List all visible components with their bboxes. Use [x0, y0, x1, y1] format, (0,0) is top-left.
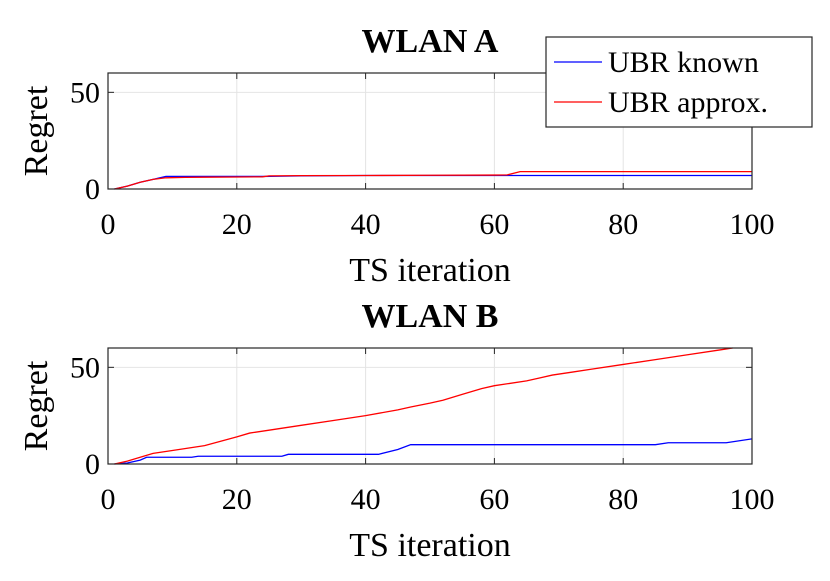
- axes-frame: [107, 347, 753, 465]
- x-tick-label: 20: [222, 483, 252, 516]
- chart-title: WLAN A: [362, 23, 499, 60]
- x-tick-label: 40: [351, 483, 381, 516]
- x-axis-label: TS iteration: [349, 527, 510, 564]
- plot-area-wlan-b: [108, 348, 752, 464]
- chart-wlan-a: 0 20 40 60 80 100 0 50 WLAN A TS iteration Regret U…: [18, 23, 813, 289]
- x-tick-label: 60: [479, 483, 509, 516]
- y-tick-label: 0: [85, 448, 100, 481]
- series-line-ubr-known: [114, 438, 752, 465]
- series-line-ubr-approx: [114, 170, 752, 190]
- x-tick-label: 0: [101, 483, 116, 516]
- x-tick-label: 60: [479, 208, 509, 241]
- chart-title: WLAN B: [362, 298, 499, 335]
- x-tick-label: 40: [351, 208, 381, 241]
- y-tick-label: 50: [70, 76, 100, 109]
- x-tick-label: 0: [101, 208, 116, 241]
- x-tick-label: 80: [608, 483, 638, 516]
- chart-wlan-b: 0 20 40 60 80 100 0 50 WLAN B TS iteration Regret: [18, 298, 775, 564]
- y-axis-label: Regret: [18, 360, 55, 451]
- legend-entry: UBR approx.: [608, 86, 768, 119]
- x-tick-label: 100: [730, 208, 775, 241]
- legend: UBR known UBR approx.: [545, 36, 813, 128]
- legend-box: [545, 36, 813, 128]
- x-tick-label: 100: [730, 483, 775, 516]
- y-tick-label: 0: [85, 173, 100, 206]
- y-tick-label: 50: [70, 351, 100, 384]
- x-tick-label: 80: [608, 208, 638, 241]
- legend-entry: UBR known: [608, 46, 759, 79]
- series-line-ubr-approx: [114, 347, 733, 465]
- axes-frame: [107, 72, 753, 190]
- x-axis-label: TS iteration: [349, 252, 510, 289]
- y-axis-label: Regret: [18, 85, 55, 176]
- x-tick-label: 20: [222, 208, 252, 241]
